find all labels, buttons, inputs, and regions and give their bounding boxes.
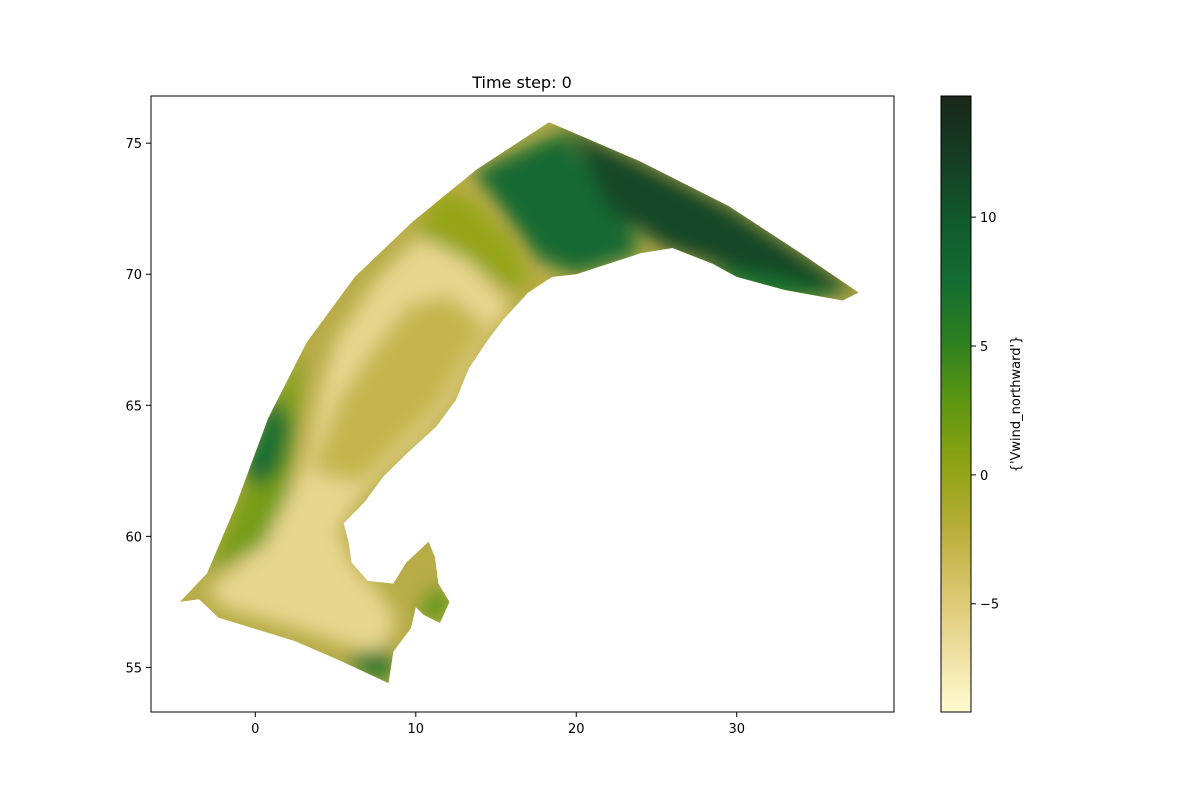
wind-region-8 (343, 649, 394, 684)
x-tick-label: 10 (408, 722, 425, 737)
colorbar: −5 0 5 10 {'Vwind_northward'} (940, 95, 1024, 713)
colorbar-tick-label: 10 (980, 211, 997, 226)
wind-region-4 (242, 394, 291, 490)
wind-region-2 (415, 190, 532, 288)
colorbar-tick-label: 5 (980, 340, 988, 355)
colorbar-tick-label: −5 (980, 598, 999, 613)
colorbar-ticks: −5 0 5 10 (971, 211, 999, 613)
y-tick-label: 70 (125, 268, 142, 283)
colorbar-gradient (940, 95, 972, 713)
y-tick-label: 55 (125, 661, 142, 676)
wind-region-1 (311, 295, 488, 484)
y-tick-label: 65 (125, 399, 142, 414)
colorbar-label: {'Vwind_northward'} (1009, 336, 1024, 473)
y-tick-label: 60 (125, 530, 142, 545)
wind-region-5 (473, 132, 641, 275)
wind-region-6 (560, 124, 859, 293)
x-axis: 0 10 20 30 (251, 712, 745, 737)
y-tick-label: 75 (125, 137, 142, 152)
x-tick-label: 20 (568, 722, 585, 737)
x-tick-label: 0 (251, 722, 259, 737)
y-axis: 55 60 65 70 75 (125, 137, 151, 676)
colorbar-tick-label: 0 (980, 469, 988, 484)
wind-field-domain (179, 122, 859, 684)
chart-title: Time step: 0 (471, 73, 572, 92)
plot-area: 0 10 20 30 55 60 65 70 75 (125, 95, 895, 737)
x-tick-label: 30 (728, 722, 745, 737)
axes-frame (150, 95, 895, 713)
